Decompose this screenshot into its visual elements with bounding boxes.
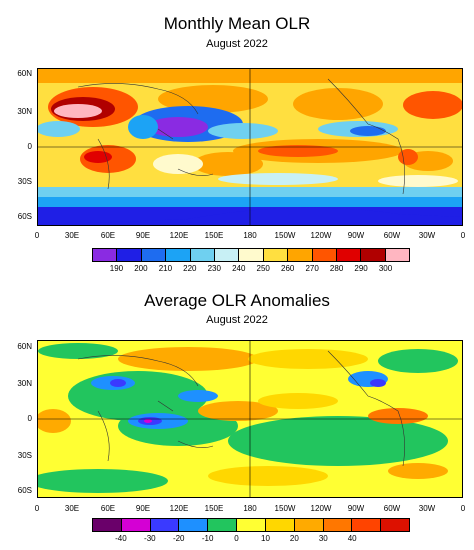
colorbar-swatch bbox=[166, 249, 191, 261]
lon-label: 120E bbox=[169, 504, 189, 513]
colorbar-swatch bbox=[141, 249, 167, 261]
colorbar-swatch bbox=[336, 249, 362, 261]
lat-label: 30N bbox=[17, 107, 32, 116]
colorbar-tick-label: 20 bbox=[289, 534, 299, 543]
colorbar-tick-label: 190 bbox=[109, 264, 124, 273]
colorbar-swatch bbox=[263, 249, 289, 261]
lon-label: 60E bbox=[100, 504, 116, 513]
lon-label: 120W bbox=[310, 231, 332, 240]
lat-label: 60S bbox=[17, 486, 32, 495]
lon-label: 30E bbox=[64, 504, 80, 513]
colorbar-tick-label: 280 bbox=[329, 264, 344, 273]
colorbar-tick-label: 210 bbox=[158, 264, 173, 273]
colorbar-tick-label: 290 bbox=[354, 264, 368, 273]
lon-label: 30W bbox=[418, 231, 436, 240]
colorbar-swatch bbox=[265, 519, 295, 531]
lat-label: 60N bbox=[17, 69, 32, 78]
colorbar-tick-label: 250 bbox=[256, 264, 270, 273]
colorbar-tick-label: -40 bbox=[115, 534, 127, 543]
colorbar-tick-label: 270 bbox=[305, 264, 319, 273]
colorbar-swatch bbox=[93, 249, 118, 261]
colorbar-tick-label: -20 bbox=[172, 534, 185, 543]
lat-label: 30N bbox=[17, 379, 32, 388]
lat-label: 30S bbox=[17, 177, 32, 186]
colorbar-tick-label: 30 bbox=[318, 534, 328, 543]
colorbar-swatch bbox=[381, 519, 409, 531]
colorbar-tick-label: -30 bbox=[144, 534, 156, 543]
lon-label: 150E bbox=[204, 231, 224, 240]
colorbar-tick-label: 200 bbox=[134, 264, 148, 273]
colorbar-swatch bbox=[323, 519, 353, 531]
lon-label: 60E bbox=[100, 231, 116, 240]
olr-anomaly-colorbar bbox=[92, 518, 410, 532]
colorbar-swatch bbox=[237, 519, 266, 531]
mean-olr-map bbox=[37, 68, 463, 226]
lon-label: 120W bbox=[310, 504, 332, 513]
lon-label: 30E bbox=[64, 231, 80, 240]
panel-title: Monthly Mean OLR bbox=[163, 14, 311, 33]
colorbar-swatch bbox=[179, 519, 209, 531]
colorbar-tick-label: 240 bbox=[232, 264, 246, 273]
lon-label: 0 bbox=[460, 504, 466, 513]
colorbar-swatch bbox=[361, 249, 386, 261]
colorbar-swatch bbox=[312, 249, 337, 261]
lon-label: 30W bbox=[418, 504, 436, 513]
lat-label: 60S bbox=[17, 212, 32, 221]
lon-label: 150W bbox=[274, 231, 296, 240]
lon-label: 90W bbox=[347, 231, 365, 240]
colorbar-tick-label: 230 bbox=[207, 264, 221, 273]
lon-label: 60W bbox=[383, 504, 401, 513]
lon-label: 180 bbox=[243, 504, 257, 513]
colorbar-swatch bbox=[117, 249, 142, 261]
mean-olr-colorbar bbox=[92, 248, 410, 262]
panel-subtitle: August 2022 bbox=[206, 314, 268, 326]
colorbar-tick-label: 300 bbox=[378, 264, 393, 273]
colorbar-swatch bbox=[208, 519, 238, 531]
lat-label: 30S bbox=[17, 451, 32, 460]
colorbar-tick-label: 40 bbox=[347, 534, 357, 543]
lon-label: 90E bbox=[135, 231, 151, 240]
colorbar-tick-label: 0 bbox=[234, 534, 239, 543]
colorbar-tick-label: -10 bbox=[201, 534, 214, 543]
lon-label: 0 bbox=[34, 231, 40, 240]
colorbar-tick-label: 260 bbox=[281, 264, 295, 273]
mean-olr-panel: Monthly Mean OLR August 2022 bbox=[17, 14, 466, 273]
olr-anomaly-map bbox=[37, 340, 463, 498]
colorbar-swatch bbox=[385, 249, 410, 261]
colorbar-tick-label: 220 bbox=[183, 264, 197, 273]
colorbar-swatch bbox=[294, 519, 324, 531]
lat-label: 60N bbox=[17, 342, 32, 351]
lat-label: 0 bbox=[27, 142, 32, 151]
lon-label: 90E bbox=[135, 504, 151, 513]
lon-label: 180 bbox=[243, 231, 257, 240]
colorbar-swatch bbox=[93, 519, 122, 531]
panel-subtitle: August 2022 bbox=[206, 38, 268, 50]
lon-label: 90W bbox=[347, 504, 365, 513]
colorbar-swatch bbox=[121, 519, 151, 531]
colorbar-swatch bbox=[288, 249, 313, 261]
lon-label: 150E bbox=[204, 504, 224, 513]
olr-anomaly-panel: Average OLR Anomalies August 2022 bbox=[0, 285, 474, 550]
lon-label: 120E bbox=[169, 231, 189, 240]
lon-label: 60W bbox=[383, 231, 401, 240]
lon-label: 150W bbox=[274, 504, 296, 513]
lon-label: 0 bbox=[34, 504, 40, 513]
colorbar-swatch bbox=[150, 519, 180, 531]
panel-title: Average OLR Anomalies bbox=[144, 291, 330, 310]
colorbar-swatch bbox=[352, 519, 382, 531]
colorbar-swatch bbox=[190, 249, 215, 261]
lon-label: 0 bbox=[460, 231, 466, 240]
colorbar-tick-label: 10 bbox=[261, 534, 270, 543]
colorbar-swatch bbox=[239, 249, 264, 261]
colorbar-swatch bbox=[214, 249, 240, 261]
lat-label: 0 bbox=[27, 414, 32, 423]
